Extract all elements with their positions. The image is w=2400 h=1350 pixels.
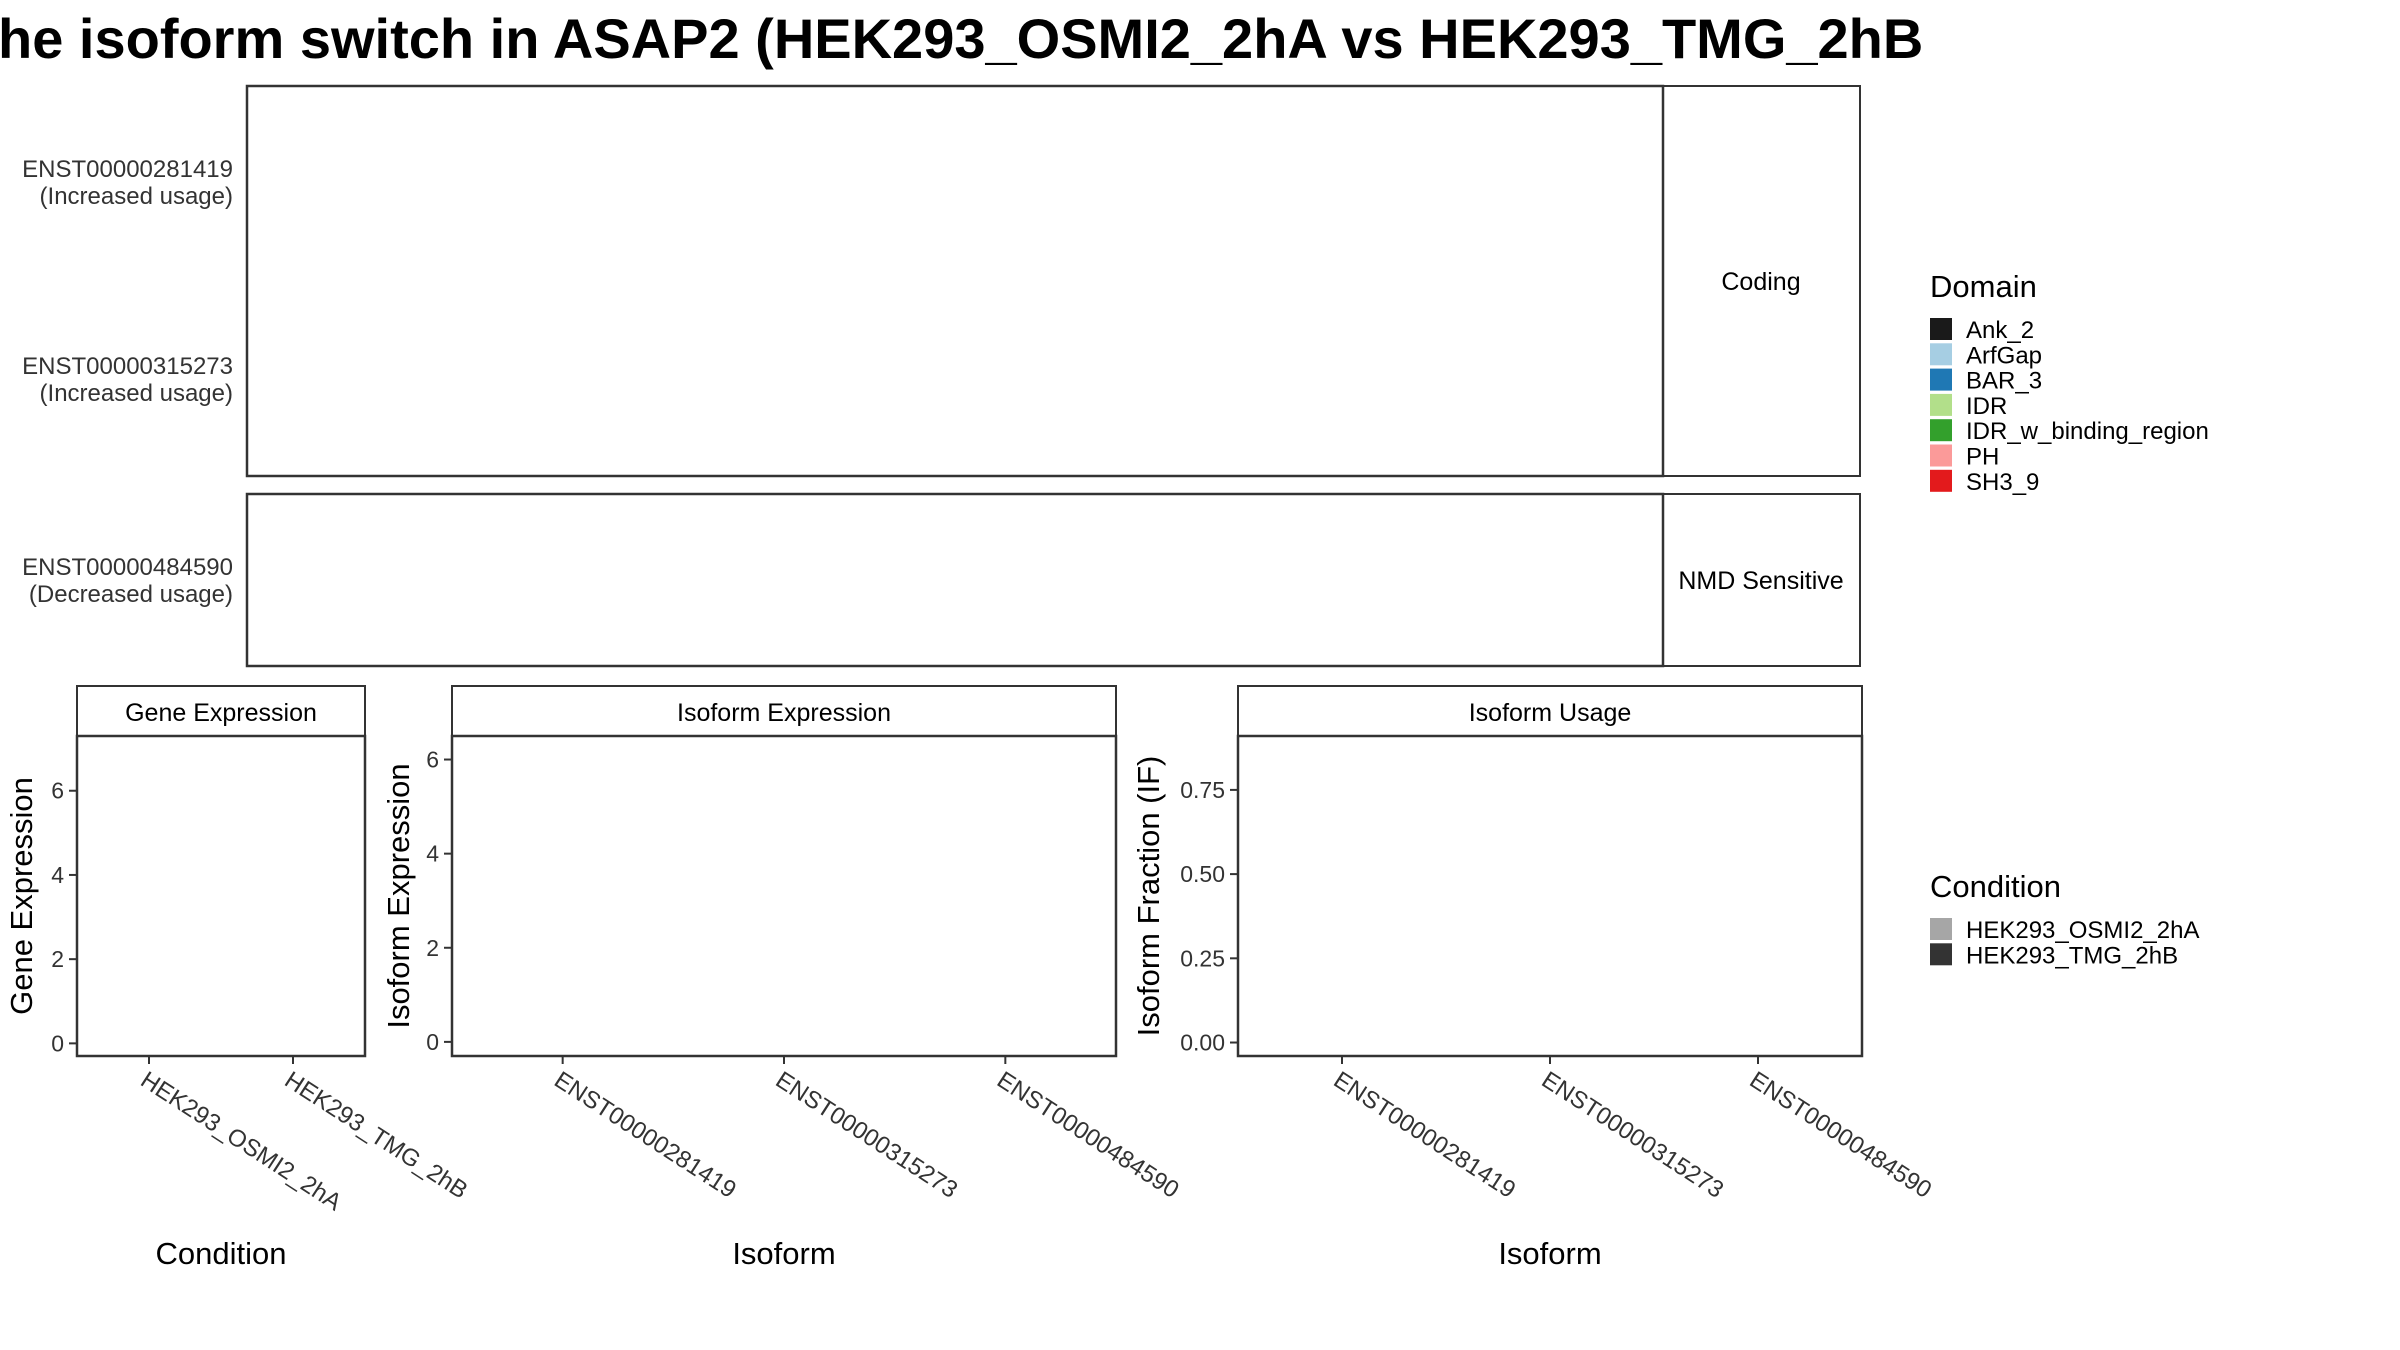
coding-panel-border — [245, 84, 1665, 478]
isoform-usage-note: (Decreased usage) — [29, 581, 233, 608]
domain-legend-key — [1930, 368, 1952, 391]
x-tick-label: ENST00000484590 — [992, 1066, 1184, 1203]
coding-strip — [1662, 85, 1861, 477]
chart-strip — [76, 685, 366, 737]
chart-strip — [1237, 685, 1863, 737]
domain-legend-label: Ank_2 — [1966, 317, 2034, 344]
expression-charts: Gene Expression0246HEK293_OSMI2_2hAHEK29… — [4, 685, 1937, 1271]
x-tick-label: ENST00000315273 — [771, 1066, 963, 1203]
domain-legend-label: PH — [1966, 444, 1999, 471]
x-tick-label: ENST00000484590 — [1745, 1066, 1937, 1203]
x-axis-title: Isoform — [732, 1236, 835, 1271]
plot-border — [450, 734, 1118, 1058]
domain-legend-key — [1930, 393, 1952, 416]
plot-border — [75, 734, 367, 1058]
isoform-usage-note: (Increased usage) — [40, 183, 233, 210]
x-axis-title: Condition — [156, 1236, 287, 1271]
plot-border — [1236, 734, 1864, 1058]
domain-legend-label: BAR_3 — [1966, 368, 2042, 395]
y-tick-label: 4 — [426, 841, 439, 867]
chart-isoform-usage: Isoform Usagensns***0.000.250.500.75ENST… — [1131, 685, 1937, 1271]
y-axis-title: Isoform Fraction (IF) — [1131, 756, 1166, 1037]
y-tick-label: 2 — [51, 946, 64, 972]
y-tick-label: 2 — [426, 935, 439, 961]
chart-title: Isoform Expression — [677, 699, 891, 727]
domain-legend-key — [1930, 444, 1952, 467]
domain-legend-key — [1930, 469, 1952, 492]
nmd-panel-border — [245, 492, 1665, 668]
domain-legend-key — [1930, 419, 1952, 442]
condition-legend-label: HEK293_OSMI2_2hA — [1966, 917, 2199, 944]
y-axis-title: Isoform Expression — [381, 763, 416, 1028]
y-tick-label: 0.50 — [1180, 861, 1225, 887]
x-axis-title: Isoform — [1498, 1236, 1601, 1271]
x-tick-label: ENST00000281419 — [1329, 1066, 1521, 1203]
y-tick-label: 0 — [426, 1029, 439, 1055]
chart-strip — [451, 685, 1117, 737]
condition-legend-label: HEK293_TMG_2hB — [1966, 942, 2178, 969]
chart-title: Gene Expression — [125, 699, 317, 727]
y-tick-label: 0.75 — [1180, 777, 1225, 803]
domain-legend-label: SH3_9 — [1966, 469, 2039, 496]
figure-title: he isoform switch in ASAP2 (HEK293_OSMI2… — [0, 7, 1923, 70]
domain-legend-key — [1930, 318, 1952, 340]
y-tick-label: 6 — [51, 778, 64, 804]
x-tick-label: ENST00000281419 — [549, 1066, 741, 1203]
y-axis-title: Gene Expression — [4, 777, 39, 1015]
y-tick-label: 0.25 — [1180, 945, 1225, 971]
domain-legend-label: IDR_w_binding_region — [1966, 418, 2209, 445]
domain-legend-label: IDR — [1966, 393, 2007, 420]
isoform-usage-note: (Increased usage) — [40, 380, 233, 407]
y-tick-label: 0.00 — [1180, 1030, 1225, 1056]
chart-gene-expression: Gene Expression0246HEK293_OSMI2_2hAHEK29… — [4, 685, 472, 1271]
isoform-label: ENST00000315273 — [22, 353, 233, 380]
domain-legend-label: ArfGap — [1966, 342, 2042, 369]
x-tick-label: ENST00000315273 — [1537, 1066, 1729, 1203]
y-tick-label: 6 — [426, 747, 439, 773]
domain-legend-title: Domain — [1930, 269, 2037, 304]
domain-legend: Domain Ank_2ArfGapBAR_3IDRIDR_w_binding_r… — [1930, 269, 2209, 496]
condition-legend-title: Condition — [1930, 869, 2061, 904]
coding-strip-label: Coding — [1721, 268, 1800, 296]
chart-title: Isoform Usage — [1469, 699, 1632, 727]
isoform-label: ENST00000281419 — [22, 156, 233, 183]
isoform-label: ENST00000484590 — [22, 554, 233, 581]
domain-legend-key — [1930, 343, 1952, 366]
nmd-strip-label: NMD Sensitive — [1678, 567, 1843, 595]
y-tick-label: 0 — [51, 1030, 64, 1056]
condition-legend-key — [1930, 918, 1952, 940]
condition-legend-key — [1930, 943, 1952, 966]
y-tick-label: 4 — [51, 862, 64, 888]
